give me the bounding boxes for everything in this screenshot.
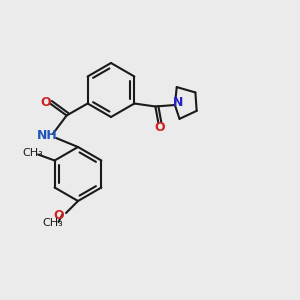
Text: CH₃: CH₃ <box>43 218 64 229</box>
Text: NH: NH <box>37 128 58 142</box>
Text: O: O <box>53 209 64 222</box>
Text: O: O <box>154 121 165 134</box>
Text: O: O <box>40 95 51 109</box>
Text: CH₃: CH₃ <box>22 148 43 158</box>
Text: N: N <box>173 96 184 109</box>
